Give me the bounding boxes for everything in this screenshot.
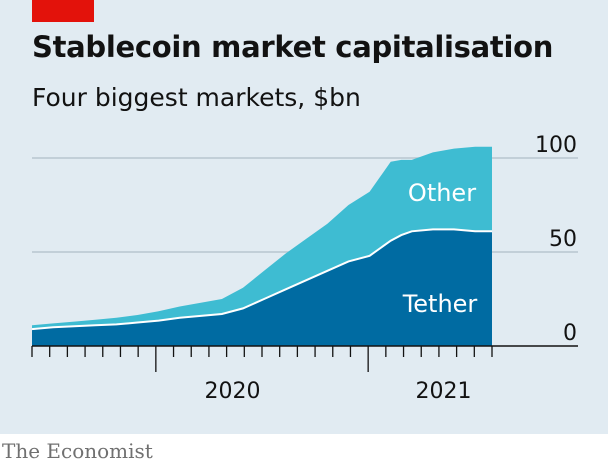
y-tick-label-0: 0 [563,321,577,346]
tether-boundary-line [31,228,492,331]
other-area [32,146,492,330]
chart-title: Stablecoin market capitalisation [32,30,554,64]
x-tick-label-2021: 2021 [415,379,471,404]
x-tick-label-2020: 2020 [204,379,260,404]
chart-subtitle: Four biggest markets, $bn [32,83,361,112]
tether-area [32,229,492,346]
y-tick-label-50: 50 [549,227,577,252]
area-chart: 2020 2021 0 50 100 Tether Other [31,133,578,404]
y-tick-label-100: 100 [535,133,577,158]
series-label-other: Other [408,179,476,207]
credit-line: The Economist [2,439,153,463]
series-label-tether: Tether [402,290,478,318]
chart-card: Stablecoin market capitalisation Four bi… [0,0,608,434]
brand-red-tab [32,0,94,22]
